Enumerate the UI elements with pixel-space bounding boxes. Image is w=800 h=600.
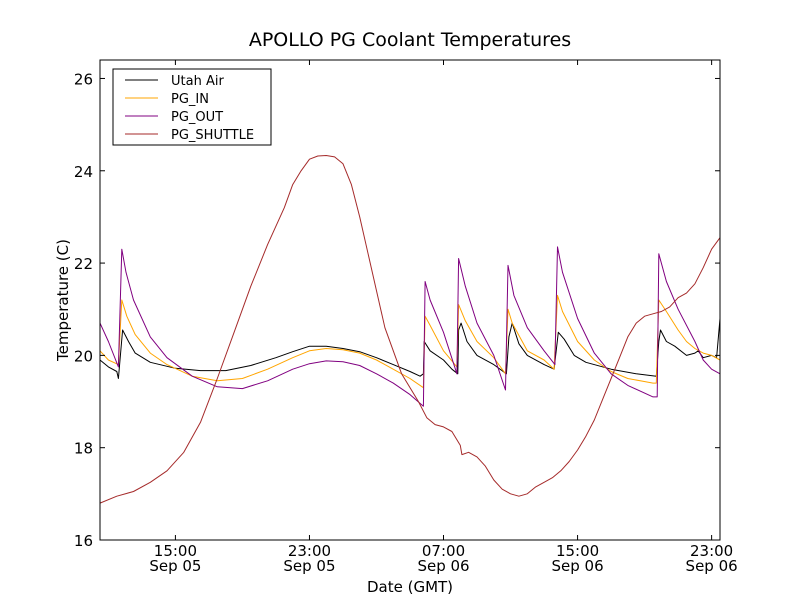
series-layer	[99, 155, 721, 504]
x-tick-label-date: Sep 06	[551, 557, 603, 575]
y-tick-label: 22	[74, 255, 93, 273]
x-tick-label-date: Sep 06	[417, 557, 469, 575]
x-tick-label-time: 07:00	[422, 542, 465, 560]
legend-label-pg-in: PG_IN	[171, 92, 209, 107]
x-tick-label-time: 23:00	[690, 542, 733, 560]
legend-label-pg-shuttle: PG_SHUTTLE	[171, 128, 254, 143]
legend-label-utah-air: Utah Air	[171, 74, 224, 89]
x-tick-label-date: Sep 05	[149, 557, 201, 575]
legend-label-pg-out: PG_OUT	[171, 110, 223, 125]
y-axis-label: Temperature (C)	[54, 239, 72, 362]
x-axis-label: Date (GMT)	[367, 578, 453, 596]
y-tick-label: 20	[74, 347, 93, 365]
y-tick-label: 16	[74, 532, 93, 550]
x-tick-label-time: 23:00	[288, 542, 331, 560]
legend: Utah Air PG_IN PG_OUT PG_SHUTTLE	[112, 68, 272, 146]
series-line-utah-air	[99, 318, 721, 379]
chart-title: APOLLO PG Coolant Temperatures	[249, 29, 571, 51]
series-line-pg-out	[99, 246, 721, 407]
x-tick-label-time: 15:00	[556, 542, 599, 560]
y-tick-label: 24	[74, 163, 93, 181]
y-tick-label: 26	[74, 70, 93, 88]
x-tick-label-date: Sep 06	[686, 557, 738, 575]
plot-frame	[99, 59, 721, 541]
series-line-pg-in	[99, 294, 721, 389]
y-tick-label: 18	[74, 440, 93, 458]
x-tick-label-time: 15:00	[154, 542, 197, 560]
legend-box	[112, 68, 272, 146]
series-line-pg-shuttle	[99, 155, 721, 504]
x-tick-label-date: Sep 05	[283, 557, 335, 575]
